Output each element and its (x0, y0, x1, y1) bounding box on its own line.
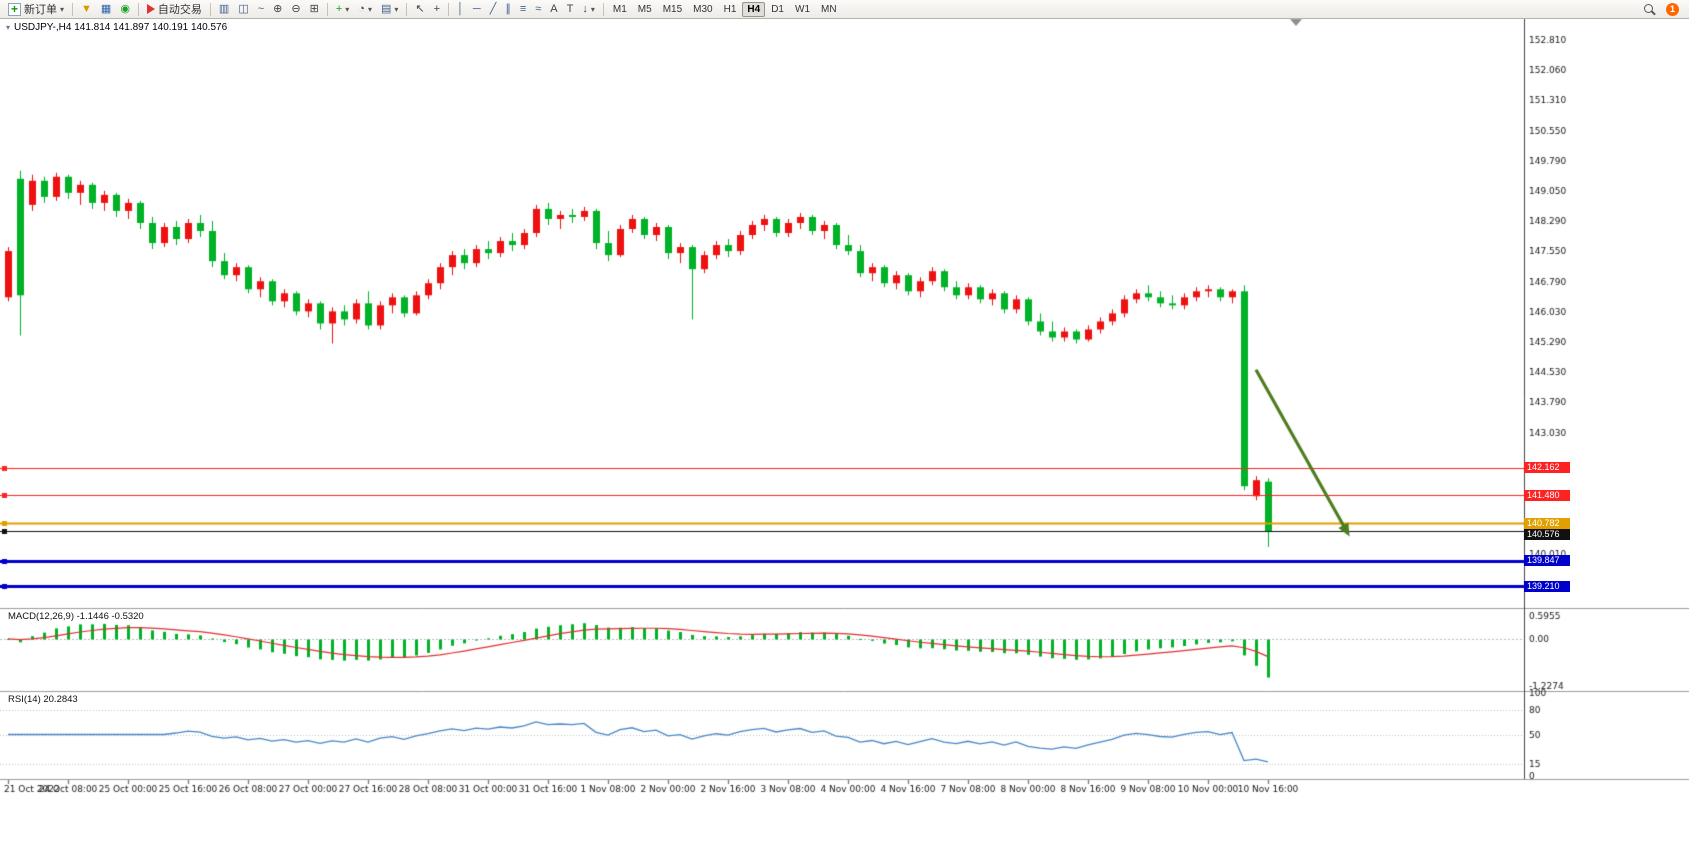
toolbar-separator (448, 2, 450, 16)
price-tag-139.210[interactable]: 139.210 (1524, 580, 1570, 592)
chart-menu-icon[interactable]: ▾ (6, 23, 11, 32)
chevron-down-icon: ▾ (60, 4, 65, 14)
candlestick-chart-button[interactable]: ◫ (234, 0, 252, 18)
cursor-button[interactable]: ↖ (411, 0, 428, 18)
line-chart-button[interactable]: ~ (254, 0, 268, 18)
timeframe-m1[interactable]: M1 (612, 3, 627, 15)
fibonacci-button[interactable]: ≡ (516, 0, 530, 18)
toolbar-separator (72, 2, 74, 16)
timeframe-h4[interactable]: H4 (742, 1, 766, 17)
channel-button[interactable]: ∥ (501, 0, 515, 18)
line-chart-icon: ~ (257, 3, 265, 15)
trendline-icon: ╱ (489, 3, 497, 15)
template-icon: ▤ (380, 3, 392, 15)
chart-title-text: USDJPY-,H4 141.814 141.897 140.191 140.5… (14, 22, 228, 33)
horizontal-line-icon: ─ (472, 3, 481, 15)
zoom-out-button[interactable]: ⊖ (287, 0, 304, 18)
chevron-down-icon: ▾ (345, 4, 350, 14)
cursor-icon: ↖ (415, 3, 425, 15)
candlestick-chart-icon: ◫ (238, 3, 249, 15)
price-tag-142.162[interactable]: 142.162 (1524, 462, 1570, 474)
price-tag-141.480[interactable]: 141.480 (1524, 489, 1570, 501)
macd-label: MACD(12,26,9) -1.1446 -0.5320 (8, 611, 144, 622)
new-chart-icon: + (335, 3, 343, 15)
chevron-down-icon: ▾ (394, 4, 399, 14)
market-watch-button[interactable]: ▦ (97, 0, 115, 18)
channel-icon: ∥ (505, 3, 511, 15)
trendline-button[interactable]: ╱ (486, 0, 501, 18)
styler-button[interactable]: ▼ (77, 0, 96, 18)
price-tag-139.847[interactable]: 139.847 (1524, 555, 1570, 567)
navigator-button[interactable]: ◉ (116, 0, 134, 18)
timeframe-m30[interactable]: M30 (693, 3, 713, 15)
fibonacci-icon: ≡ (519, 3, 527, 15)
auto-trading-icon (146, 4, 155, 14)
toolbar-separator (602, 2, 604, 16)
search-icon (1644, 3, 1657, 16)
new-order-label: 新订单 (24, 4, 57, 16)
crosshair-button[interactable]: + (430, 0, 444, 18)
zoom-out-icon: ⊖ (291, 3, 301, 15)
chart-title: ▾ USDJPY-,H4 141.814 141.897 140.191 140… (6, 22, 227, 33)
auto-trading-label: 自动交易 (157, 4, 202, 16)
price-tag-140.782[interactable]: 140.782 (1524, 517, 1570, 529)
arrows-button[interactable]: ↓ ▾ (578, 0, 599, 18)
new-chart-button[interactable]: + ▾ (332, 0, 353, 18)
clock-icon: ◔ (358, 3, 365, 15)
arrow-down-icon: ↓ (582, 3, 588, 15)
zoom-in-icon: ⊕ (273, 3, 283, 15)
toolbar-separator (406, 2, 408, 16)
market-watch-icon: ▦ (100, 3, 112, 15)
funnel-icon: ▼ (81, 3, 92, 15)
search-button[interactable] (1640, 0, 1661, 18)
timeframe-m5[interactable]: M5 (637, 3, 652, 15)
period-button[interactable]: ◔ ▾ (354, 0, 376, 18)
timeframe-mn[interactable]: MN (821, 3, 837, 15)
auto-trading-button[interactable]: 自动交易 (143, 0, 206, 18)
wave-icon: ≈ (535, 3, 542, 15)
timeframe-m15[interactable]: M15 (662, 3, 683, 15)
bar-chart-icon: ▥ (218, 3, 230, 15)
tile-windows-icon: ⊞ (309, 3, 319, 15)
template-button[interactable]: ▤ ▾ (377, 0, 402, 18)
zoom-in-button[interactable]: ⊕ (269, 0, 286, 18)
rsi-label: RSI(14) 20.2843 (8, 694, 78, 705)
main-toolbar: 新订单 ▾ ▼ ▦ ◉ 自动交易 ▥ ◫ ~ ⊕ ⊖ ⊞ +▾ ◔▾ ▤▾ ↖ … (0, 0, 1689, 19)
timeframe-d1[interactable]: D1 (771, 3, 784, 15)
vertical-line-button[interactable]: │ (453, 0, 468, 18)
text-button[interactable]: A (546, 0, 561, 18)
timeframe-h1[interactable]: H1 (723, 3, 737, 15)
crosshair-icon: + (433, 3, 441, 15)
text-label-button[interactable]: T (563, 0, 578, 18)
chevron-down-icon: ▾ (367, 4, 372, 14)
timeframe-w1[interactable]: W1 (795, 3, 810, 15)
notification-badge[interactable]: 1 (1666, 2, 1679, 16)
wave-button[interactable]: ≈ (531, 0, 545, 18)
toolbar-separator (209, 2, 211, 16)
vertical-line-icon: │ (457, 3, 464, 15)
horizontal-line-button[interactable]: ─ (469, 0, 485, 18)
price-tag-140.576[interactable]: 140.576 (1524, 529, 1570, 541)
bar-chart-button[interactable]: ▥ (215, 0, 233, 18)
navigator-icon: ◉ (120, 3, 130, 15)
toolbar-separator (326, 2, 328, 16)
new-order-button[interactable]: 新订单 ▾ (4, 0, 68, 18)
new-order-icon (8, 2, 21, 16)
chevron-down-icon: ▾ (590, 4, 595, 14)
text-label-icon: T (566, 3, 574, 15)
tile-windows-button[interactable]: ⊞ (306, 0, 323, 18)
text-icon: A (550, 3, 558, 15)
toolbar-separator (137, 2, 139, 16)
